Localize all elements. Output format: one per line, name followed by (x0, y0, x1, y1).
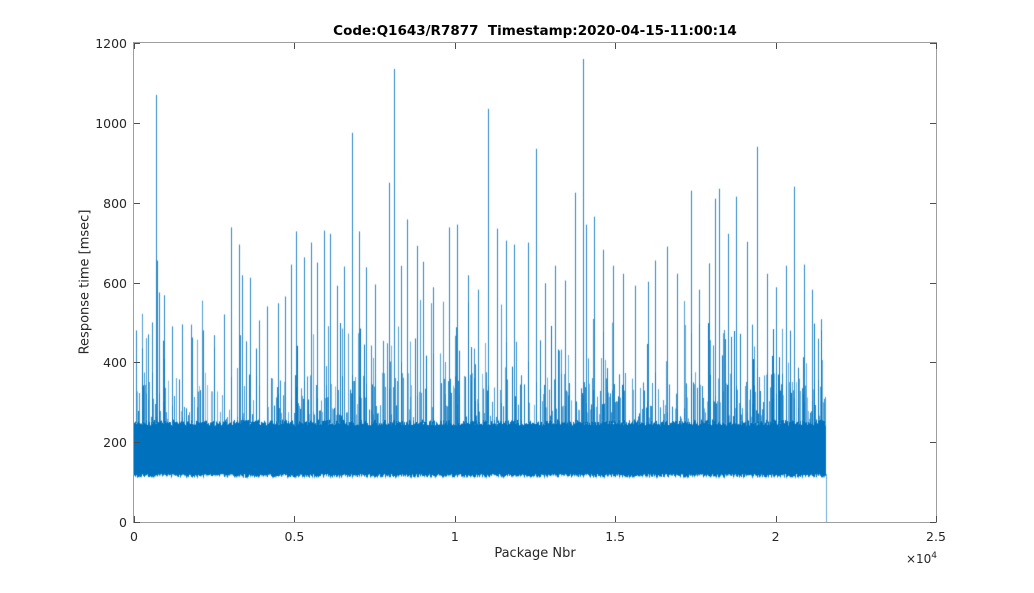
tick-mark (134, 122, 140, 124)
y-tick-label: 1200 (95, 36, 127, 51)
tick-mark (134, 282, 140, 284)
tick-mark (930, 43, 936, 44)
x-tick-label: 2.5 (926, 529, 946, 544)
tick-mark (936, 516, 937, 522)
tick-mark (936, 43, 937, 49)
tick-mark (294, 43, 296, 49)
tick-mark (775, 516, 777, 522)
tick-mark (134, 516, 135, 522)
tick-mark (134, 442, 140, 444)
tick-mark (134, 43, 140, 44)
tick-mark (134, 522, 140, 523)
x-axis-exponent-multiplier: ×104 (887, 551, 937, 566)
y-tick-label: 600 (103, 275, 127, 291)
y-tick-label: 400 (103, 355, 127, 371)
y-tick-label: 800 (103, 195, 127, 211)
y-tick-label: 200 (103, 435, 127, 451)
x-tick-label: 0.5 (284, 529, 305, 544)
tick-mark (294, 516, 296, 522)
x-axis-label: Package Nbr (494, 546, 576, 561)
response-time-series-canvas (134, 43, 936, 522)
x-tick-label: 1.5 (605, 529, 626, 544)
x-exponent-power: 4 (931, 551, 937, 561)
tick-mark (930, 442, 936, 444)
chart-title: Code:Q1643/R7877 Timestamp:2020-04-15-11… (333, 23, 737, 39)
x-tick-label: 1 (450, 529, 459, 544)
x-tick-label: 0 (130, 529, 138, 544)
tick-mark (930, 202, 936, 204)
plot-area (133, 42, 937, 523)
tick-mark (134, 43, 135, 49)
y-tick-label: 0 (119, 515, 127, 530)
tick-mark (454, 43, 456, 49)
tick-mark (930, 362, 936, 364)
tick-mark (775, 43, 777, 49)
tick-mark (930, 522, 936, 523)
tick-mark (134, 362, 140, 364)
tick-mark (454, 516, 456, 522)
tick-mark (930, 282, 936, 284)
tick-mark (134, 202, 140, 204)
tick-mark (930, 122, 936, 124)
x-exponent-base: ×10 (905, 552, 932, 566)
tick-mark (615, 43, 617, 49)
y-tick-label: 1000 (95, 115, 127, 131)
tick-mark (615, 516, 617, 522)
x-tick-label: 2 (771, 529, 780, 544)
